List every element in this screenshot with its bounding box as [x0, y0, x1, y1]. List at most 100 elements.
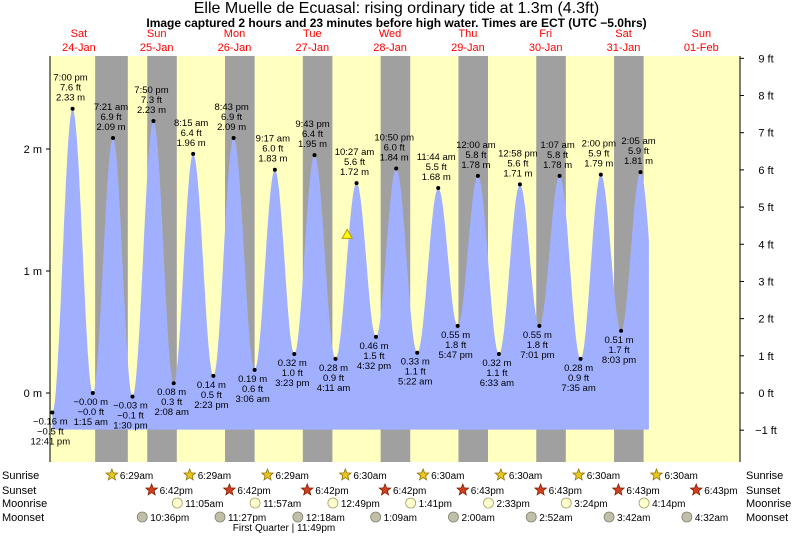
sunrise-icon — [260, 467, 275, 481]
tide-ft: 0.5 ft — [201, 390, 222, 401]
right-tick-label: 7 ft — [758, 128, 773, 140]
tide-ft: 6.4 ft — [181, 128, 202, 139]
tide-time: 7:00 pm — [53, 73, 87, 84]
high-tide-label: 12:00 am5.8 ft1.78 m — [456, 140, 496, 171]
tide-ft: 5.8 ft — [465, 150, 486, 161]
tide-time: 8:03 pm — [602, 355, 636, 366]
tide-time: 2:08 am — [155, 407, 189, 418]
tide-ft: 6.9 ft — [100, 112, 121, 123]
moonrise-icon — [171, 497, 183, 509]
tide-point — [312, 153, 317, 158]
right-tick-label: 3 ft — [758, 276, 773, 288]
left-tick-label: 2 m — [24, 144, 42, 156]
tide-point — [496, 351, 501, 356]
tide-time: 3:06 am — [235, 394, 269, 405]
tide-ft: 5.9 ft — [628, 146, 649, 157]
moonset-time: 12:18am — [306, 513, 345, 524]
tide-ft: −0.1 ft — [117, 411, 144, 422]
tide-time: 9:43 pm — [295, 119, 329, 130]
tide-m: 1.78 m — [543, 160, 572, 171]
moonrise-icon — [405, 497, 417, 509]
date-label: 01-Feb — [684, 42, 719, 54]
tide-time: 5:47 pm — [439, 350, 473, 361]
high-tide-label: 7:21 am6.9 ft2.09 m — [94, 102, 128, 133]
tide-m: 0.28 m — [319, 363, 348, 374]
tide-point — [598, 172, 603, 177]
tide-ft: 5.5 ft — [426, 162, 447, 173]
sunrise-time: 6:30am — [431, 471, 464, 482]
sunset-time: 6:43pm — [471, 486, 504, 497]
left-tick-label: 0 m — [24, 388, 42, 400]
tide-time: 1:30 pm — [113, 421, 147, 432]
day-label: Fri — [539, 28, 552, 40]
sunrise-icon — [571, 467, 586, 481]
tide-point — [394, 166, 399, 171]
high-tide-label: 12:58 pm5.6 ft1.71 m — [498, 148, 538, 179]
right-axis: −1 ft 0 ft 1 ft 2 ft 3 ft 4 ft 5 ft 6 ft 7 ft 8 f… — [739, 53, 777, 462]
tide-m: 1.71 m — [503, 168, 532, 179]
moonrise-row-label-left: Moonrise — [2, 498, 47, 510]
page-subtitle: Image captured 2 hours and 23 minutes be… — [146, 16, 647, 30]
moonset-icon — [292, 511, 304, 523]
moonset-icon — [681, 511, 693, 523]
right-tick-label: 0 ft — [758, 388, 773, 400]
sunrise-icon — [416, 467, 430, 481]
high-tide-label: 8:43 pm6.9 ft2.09 m — [214, 102, 248, 133]
tide-point — [333, 356, 338, 361]
low-tide-label: 0.51 m1.7 ft8:03 pm — [602, 335, 636, 366]
moonrise-time: 2:33pm — [496, 499, 529, 510]
low-tide-label: −0.03 m−0.1 ft1:30 pm — [113, 401, 148, 432]
tide-ft: 6.9 ft — [221, 112, 242, 123]
tide-m: 2.09 m — [217, 122, 246, 133]
left-tick-label: 1 m — [24, 266, 42, 278]
sunset-time: 6:42pm — [315, 486, 348, 497]
sunrise-time: 6:30am — [509, 471, 542, 482]
tide-m: 1.81 m — [624, 156, 653, 167]
moonrise-time: 12:49pm — [341, 499, 380, 510]
tide-time: 7:21 am — [94, 102, 128, 113]
moonrise-icon — [560, 497, 572, 509]
tide-ft: 5.9 ft — [588, 149, 609, 160]
low-tide-label: −0.00 m−0.0 ft1:15 am — [73, 397, 108, 428]
day-label: Sat — [615, 28, 632, 40]
tide-ft: 1.5 ft — [363, 351, 384, 362]
tide-m: −0.03 m — [113, 401, 148, 412]
tide-time: 7:01 pm — [520, 350, 554, 361]
tide-point — [130, 394, 135, 399]
tide-m: 1.79 m — [584, 159, 613, 170]
tide-time: 2:05 am — [621, 136, 655, 147]
moonrise-time: 1:41pm — [419, 499, 452, 510]
tide-time: 12:00 am — [456, 140, 496, 151]
sunset-icon — [300, 482, 314, 496]
moonrise-icon — [327, 497, 339, 509]
low-tide-label: 0.14 m0.5 ft2:23 pm — [194, 380, 228, 411]
tide-time: 7:35 am — [561, 383, 595, 394]
tide-time: 1:15 am — [74, 417, 108, 428]
day-label: Sun — [692, 28, 712, 40]
low-tide-label: 0.46 m1.5 ft4:32 pm — [357, 341, 391, 372]
sunset-time: 6:42pm — [393, 486, 426, 497]
tide-m: 0.55 m — [523, 330, 552, 341]
tide-ft: 0.6 ft — [242, 384, 263, 395]
moonset-icon — [214, 511, 226, 523]
tide-m: 0.51 m — [605, 335, 634, 346]
tide-time: 6:33 am — [480, 378, 514, 389]
tide-m: 2.33 m — [56, 93, 85, 104]
day-label: Sat — [71, 28, 88, 40]
low-tide-label: 0.33 m1.1 ft5:22 am — [398, 357, 432, 388]
tide-m: 2.23 m — [137, 105, 166, 116]
tide-point — [292, 351, 297, 356]
right-tick-label: 6 ft — [758, 165, 773, 177]
day-label: Tue — [303, 28, 322, 40]
tide-m: 0.28 m — [564, 363, 593, 374]
high-tide-label: 7:50 pm7.3 ft2.23 m — [134, 85, 168, 116]
high-tide-label: 2:00 pm5.9 ft1.79 m — [582, 139, 616, 170]
low-tide-label: 0.32 m1.1 ft6:33 am — [480, 358, 514, 389]
day-label: Sun — [147, 28, 167, 40]
tide-time: 10:50 pm — [374, 133, 414, 144]
tide-time: 4:11 am — [317, 383, 351, 394]
tide-point — [191, 151, 196, 156]
tide-time: 9:17 am — [256, 134, 290, 145]
tide-time: 4:32 pm — [357, 361, 391, 372]
moonset-time: 2:52am — [539, 513, 572, 524]
